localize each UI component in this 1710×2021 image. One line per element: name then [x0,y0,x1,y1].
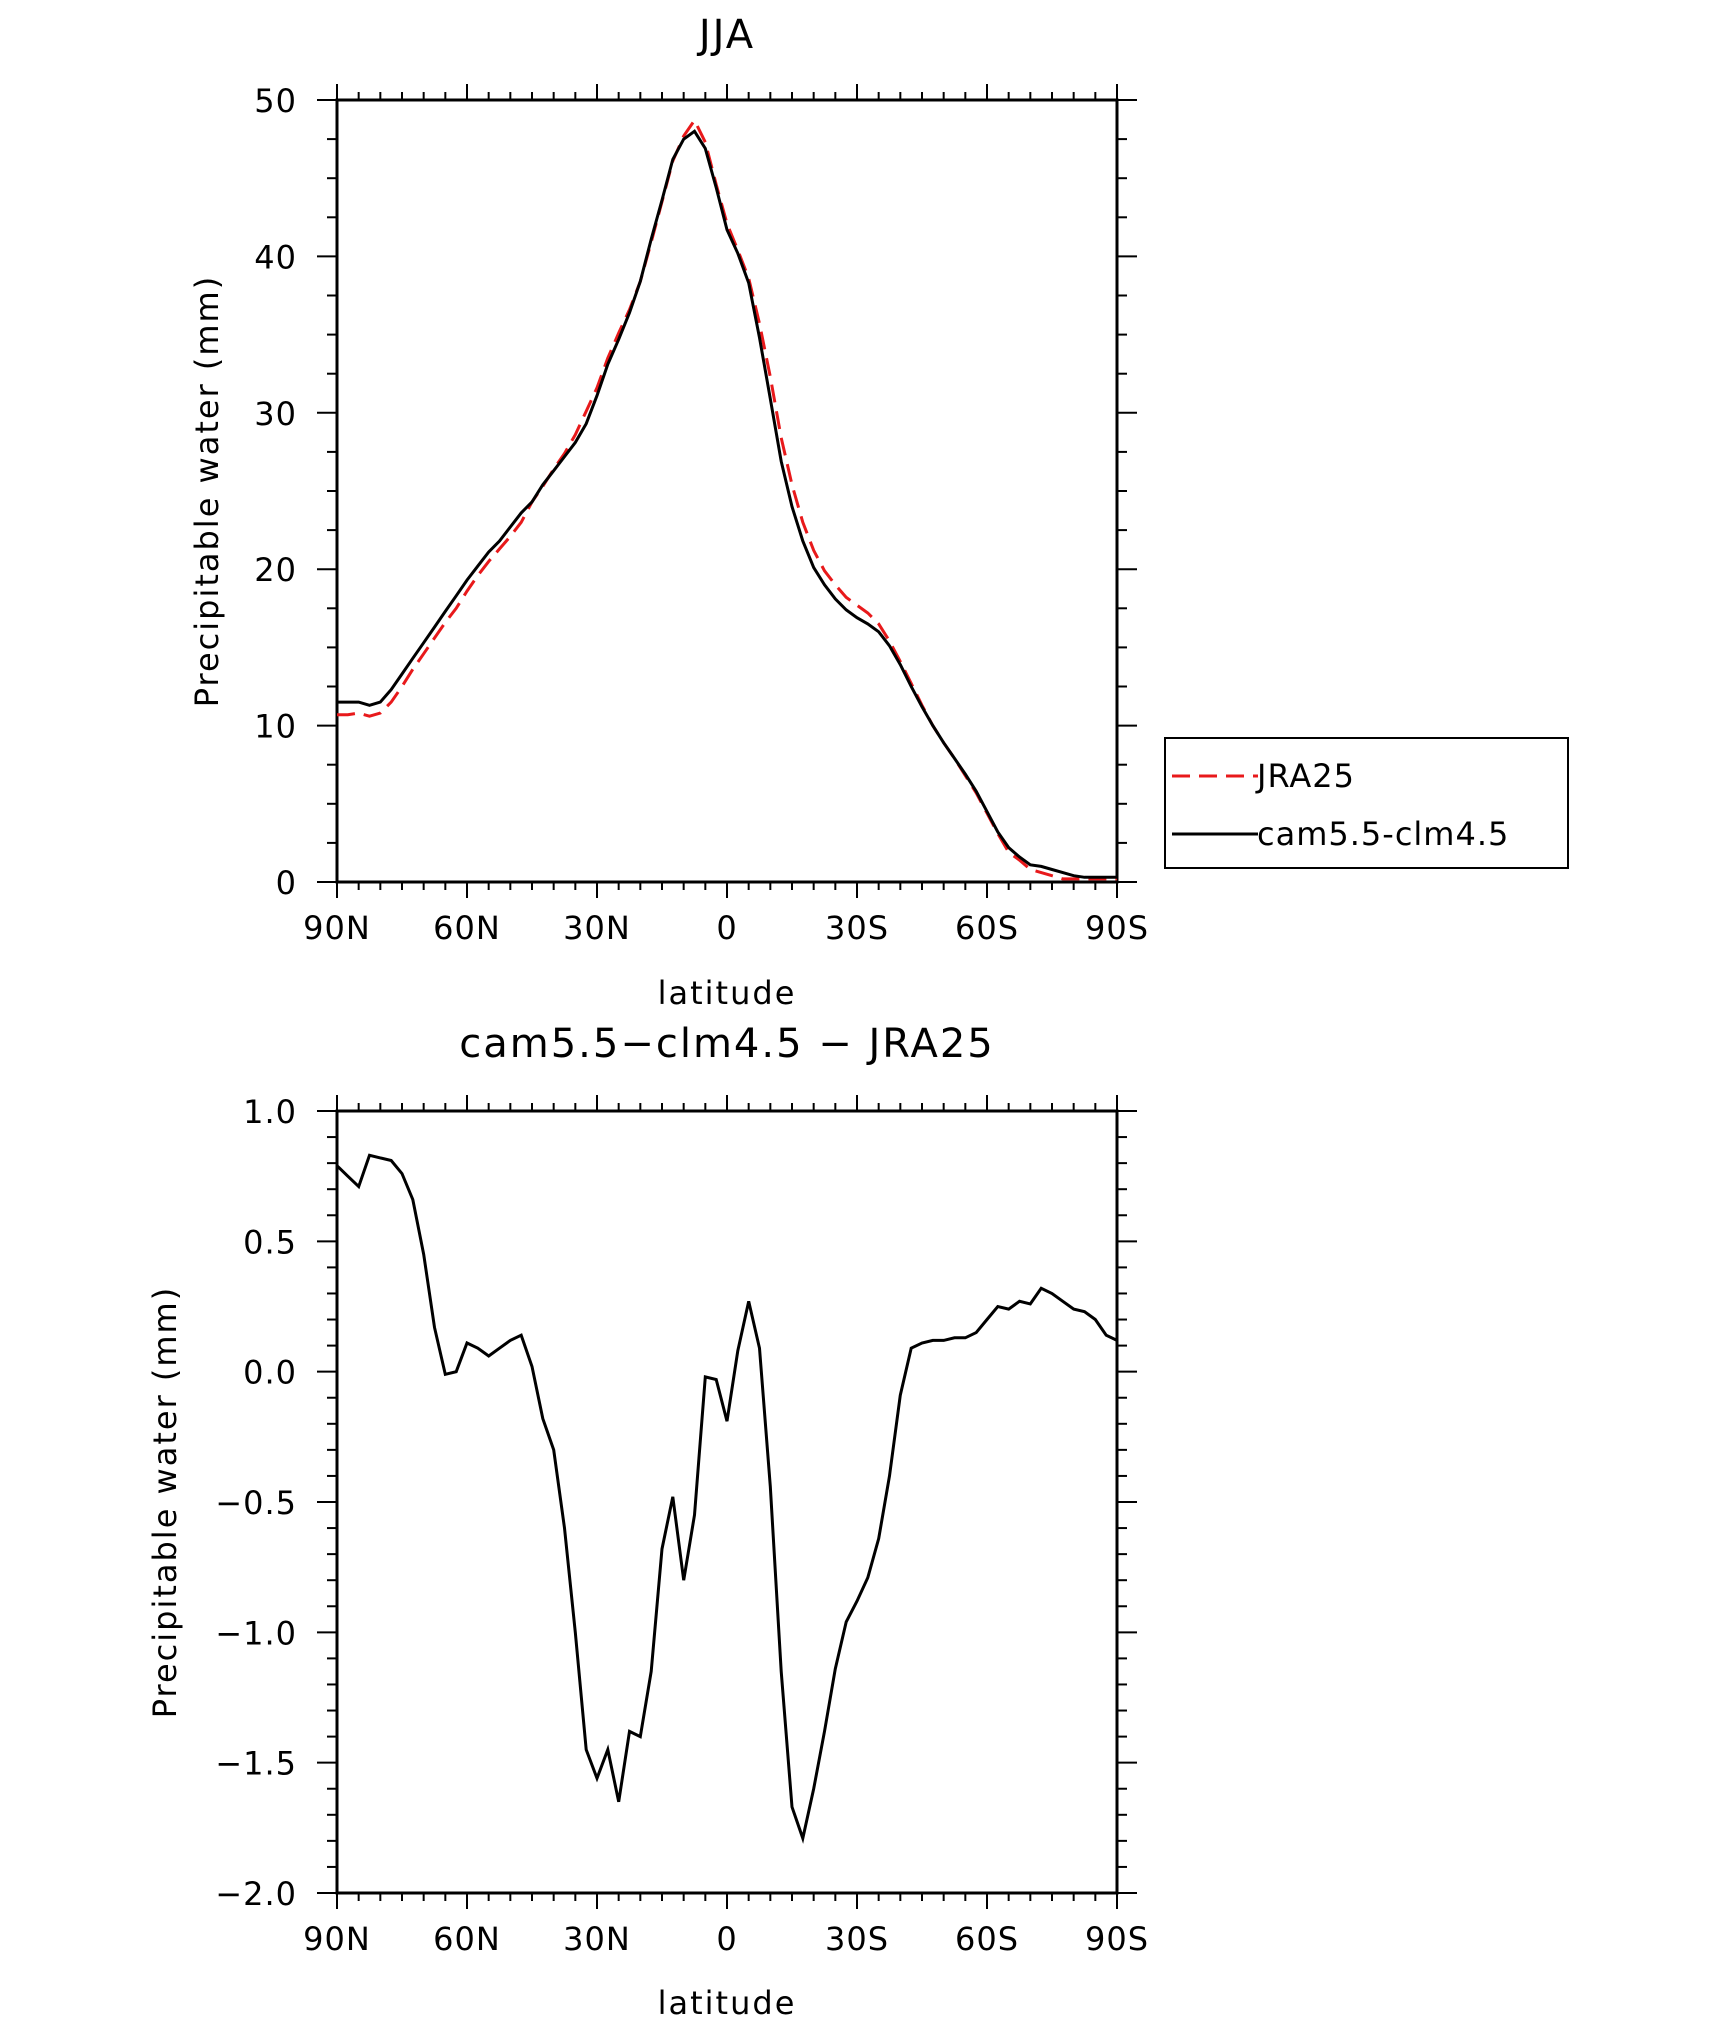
bottom-ytick-label: −0.5 [215,1484,297,1522]
top-xtick-label: 0 [716,909,737,947]
top-ytick-label: 10 [254,708,297,746]
bottom-ytick-label: −1.0 [215,1614,297,1652]
bottom-ytick-label: −2.0 [215,1875,297,1913]
difference-series-line [335,1153,1118,1844]
top-y-tick-labels: 0 10 20 30 40 50 [254,82,297,902]
bottom-xtick-label: 30N [563,1920,631,1958]
top-panel: JJA 90N 60N 30N 0 30S 60S 90S 0 10 20 30… [188,12,1569,1012]
bottom-xtick-label: 60S [955,1920,1019,1958]
top-y-axis-label: Precipitable water (mm) [188,275,226,707]
top-x-ticks [336,84,1118,898]
top-y-ticks [317,99,1137,883]
bottom-title: cam5.5−clm4.5 − JRA25 [459,1021,994,1067]
top-xtick-label: 60S [955,909,1019,947]
top-xtick-label: 30N [563,909,631,947]
legend-box [1164,737,1569,869]
top-xtick-label: 90S [1085,909,1149,947]
top-xtick-label: 30S [825,909,889,947]
bottom-y-ticks [317,1110,1137,1894]
legend-label-jra25: JRA25 [1255,757,1355,795]
model-series-line [337,129,1117,879]
bottom-x-ticks [336,1095,1118,1909]
bottom-xtick-label: 0 [716,1920,737,1958]
top-title: JJA [696,12,755,58]
top-ytick-label: 0 [276,864,297,902]
bottom-xtick-label: 90S [1085,1920,1149,1958]
top-xtick-label: 60N [433,909,501,947]
bottom-ytick-label: 0.0 [243,1354,297,1392]
bottom-xtick-label: 30S [825,1920,889,1958]
top-x-axis-label: latitude [658,974,797,1012]
top-x-tick-labels: 90N 60N 30N 0 30S 60S 90S [303,909,1149,947]
bottom-panel: cam5.5−clm4.5 − JRA25 90N 60N 30N 0 30S … [146,1021,1149,2021]
bottom-xtick-label: 60N [433,1920,501,1958]
bottom-y-tick-labels: 1.0 0.5 0.0 −0.5 −1.0 −1.5 −2.0 [215,1093,297,1913]
legend-label-model: cam5.5-clm4.5 [1257,815,1509,853]
top-ytick-label: 30 [254,395,297,433]
bottom-xtick-label: 90N [303,1920,371,1958]
top-xtick-label: 90N [303,909,371,947]
top-ytick-label: 50 [254,82,297,120]
bottom-y-axis-label: Precipitable water (mm) [146,1286,184,1718]
bottom-x-tick-labels: 90N 60N 30N 0 30S 60S 90S [303,1920,1149,1958]
bottom-x-axis-label: latitude [658,1984,797,2021]
bottom-ytick-label: 1.0 [243,1093,297,1131]
legend: JRA25 cam5.5-clm4.5 [1164,737,1569,869]
bottom-ytick-label: −1.5 [215,1745,297,1783]
bottom-ytick-label: 0.5 [243,1223,297,1261]
top-ytick-label: 40 [254,238,297,276]
top-ytick-label: 20 [254,551,297,589]
